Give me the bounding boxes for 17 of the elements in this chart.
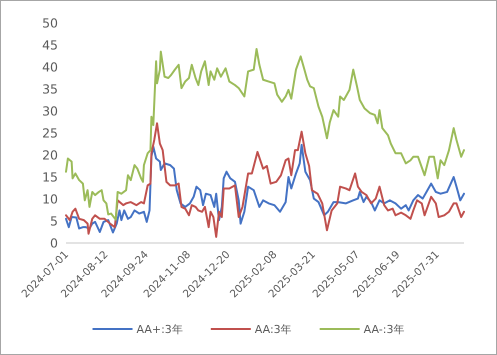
legend-label: AA+:3年 xyxy=(136,323,183,336)
legend-label: AA-:3年 xyxy=(364,323,404,336)
y-tick-label: 35 xyxy=(42,82,58,96)
y-tick-label: 40 xyxy=(42,60,58,74)
y-tick-label: 50 xyxy=(42,16,58,30)
line-series xyxy=(65,48,465,221)
y-tick-label: 30 xyxy=(42,104,58,118)
y-tick-label: 15 xyxy=(42,170,58,184)
y-tick-label: 0 xyxy=(50,236,58,250)
y-tick-label: 5 xyxy=(50,214,58,228)
y-tick-label: 10 xyxy=(42,192,58,206)
line-series xyxy=(65,144,465,234)
y-tick-label: 45 xyxy=(42,38,58,52)
line-series xyxy=(65,122,465,238)
legend-label: AA:3年 xyxy=(254,323,292,336)
y-tick-label: 20 xyxy=(42,148,58,162)
y-tick-label: 25 xyxy=(42,126,58,140)
